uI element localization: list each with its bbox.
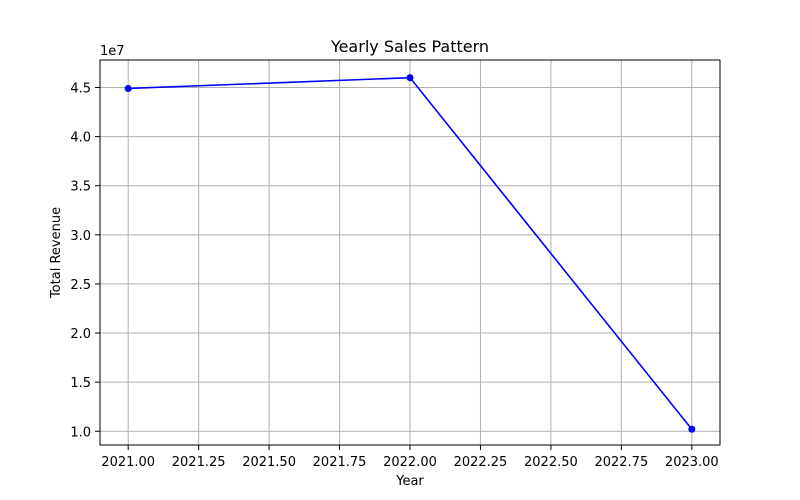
- chart-title: Yearly Sales Pattern: [330, 37, 489, 56]
- y-axis: 1.0 1.5 2.0 2.5 3.0 3.5 4.0 4.5: [70, 82, 100, 440]
- x-tick-label: 2022.75: [594, 455, 648, 470]
- x-axis-label: Year: [395, 474, 424, 489]
- data-point: [406, 74, 414, 82]
- x-tick-label: 2021.50: [242, 455, 296, 470]
- x-tick-label: 2022.25: [454, 455, 508, 470]
- x-tick-label: 2022.00: [383, 455, 437, 470]
- y-tick-label: 2.0: [70, 327, 91, 342]
- y-tick-label: 3.5: [70, 180, 91, 195]
- y-offset-label: 1e7: [100, 44, 125, 59]
- y-tick-label: 4.0: [70, 131, 91, 146]
- y-tick-label: 1.0: [70, 425, 91, 440]
- y-tick-label: 3.0: [70, 229, 91, 244]
- data-point: [688, 425, 696, 433]
- x-tick-label: 2022.50: [524, 455, 578, 470]
- y-tick-label: 2.5: [70, 278, 91, 293]
- y-tick-label: 4.5: [70, 82, 91, 97]
- data-point: [124, 84, 132, 92]
- y-tick-label: 1.5: [70, 376, 91, 391]
- series-layer: [124, 74, 696, 433]
- y-axis-label: Total Revenue: [49, 207, 64, 299]
- grid: [100, 60, 720, 445]
- x-tick-label: 2021.25: [172, 455, 226, 470]
- x-axis: 2021.00 2021.25 2021.50 2021.75 2022.00 2022.…: [101, 445, 719, 470]
- x-tick-label: 2021.00: [101, 455, 155, 470]
- x-tick-label: 2021.75: [313, 455, 367, 470]
- x-tick-label: 2023.00: [665, 455, 719, 470]
